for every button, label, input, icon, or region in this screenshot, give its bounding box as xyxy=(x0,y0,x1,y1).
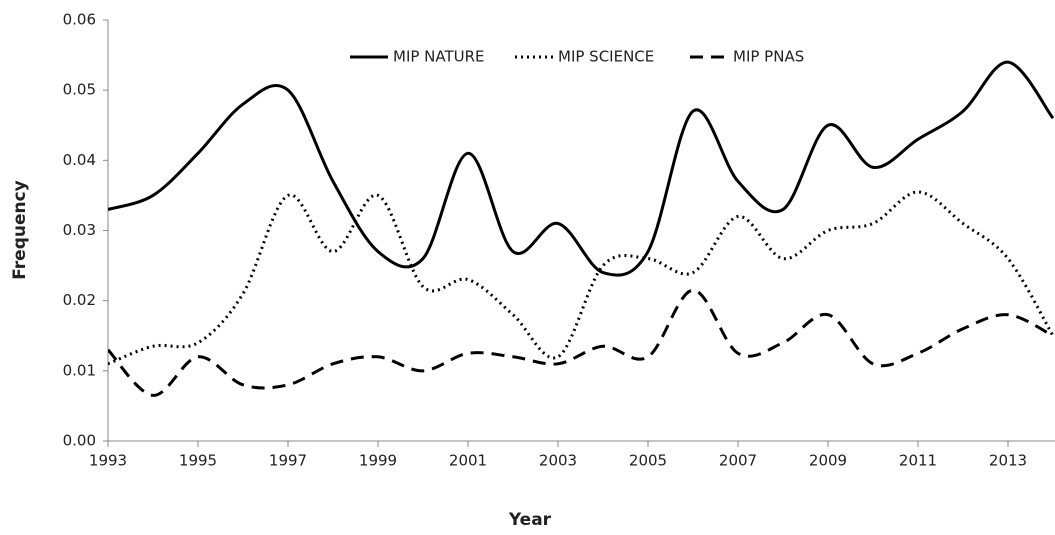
y-tick-label: 0.01 xyxy=(63,361,96,379)
x-tick-label: 2013 xyxy=(989,452,1027,470)
legend-item: MIP NATURE xyxy=(350,48,485,66)
y-tick-label: 0.04 xyxy=(63,151,96,169)
series-line xyxy=(108,60,1055,277)
legend-item: MIP SCIENCE xyxy=(515,48,654,66)
y-axis-title: Frequency xyxy=(10,180,30,280)
x-tick-label: 1995 xyxy=(179,452,217,470)
x-axis-title: Year xyxy=(508,510,552,530)
y-tick-label: 0.00 xyxy=(63,432,96,450)
legend-item: MIP PNAS xyxy=(690,48,804,66)
x-tick-label: 2001 xyxy=(449,452,487,470)
x-tick-label: 2007 xyxy=(719,452,757,470)
x-tick-label: 1999 xyxy=(359,452,397,470)
x-tick-label: 2005 xyxy=(629,452,667,470)
legend-label: MIP PNAS xyxy=(733,48,804,66)
legend-label: MIP SCIENCE xyxy=(558,48,654,66)
series-line xyxy=(108,190,1055,366)
plot-area xyxy=(108,60,1055,397)
x-tick-label: 1997 xyxy=(269,452,307,470)
x-tick-label: 1993 xyxy=(89,452,127,470)
y-tick-label: 0.05 xyxy=(63,81,96,99)
y-tick-label: 0.02 xyxy=(63,291,96,309)
x-tick-label: 2009 xyxy=(809,452,847,470)
x-tick-label: 2011 xyxy=(899,452,937,470)
y-tick-label: 0.03 xyxy=(63,221,96,239)
series-line xyxy=(108,288,1054,397)
y-tick-label: 0.06 xyxy=(63,11,96,29)
x-tick-label: 2003 xyxy=(539,452,577,470)
legend-label: MIP NATURE xyxy=(393,48,485,66)
